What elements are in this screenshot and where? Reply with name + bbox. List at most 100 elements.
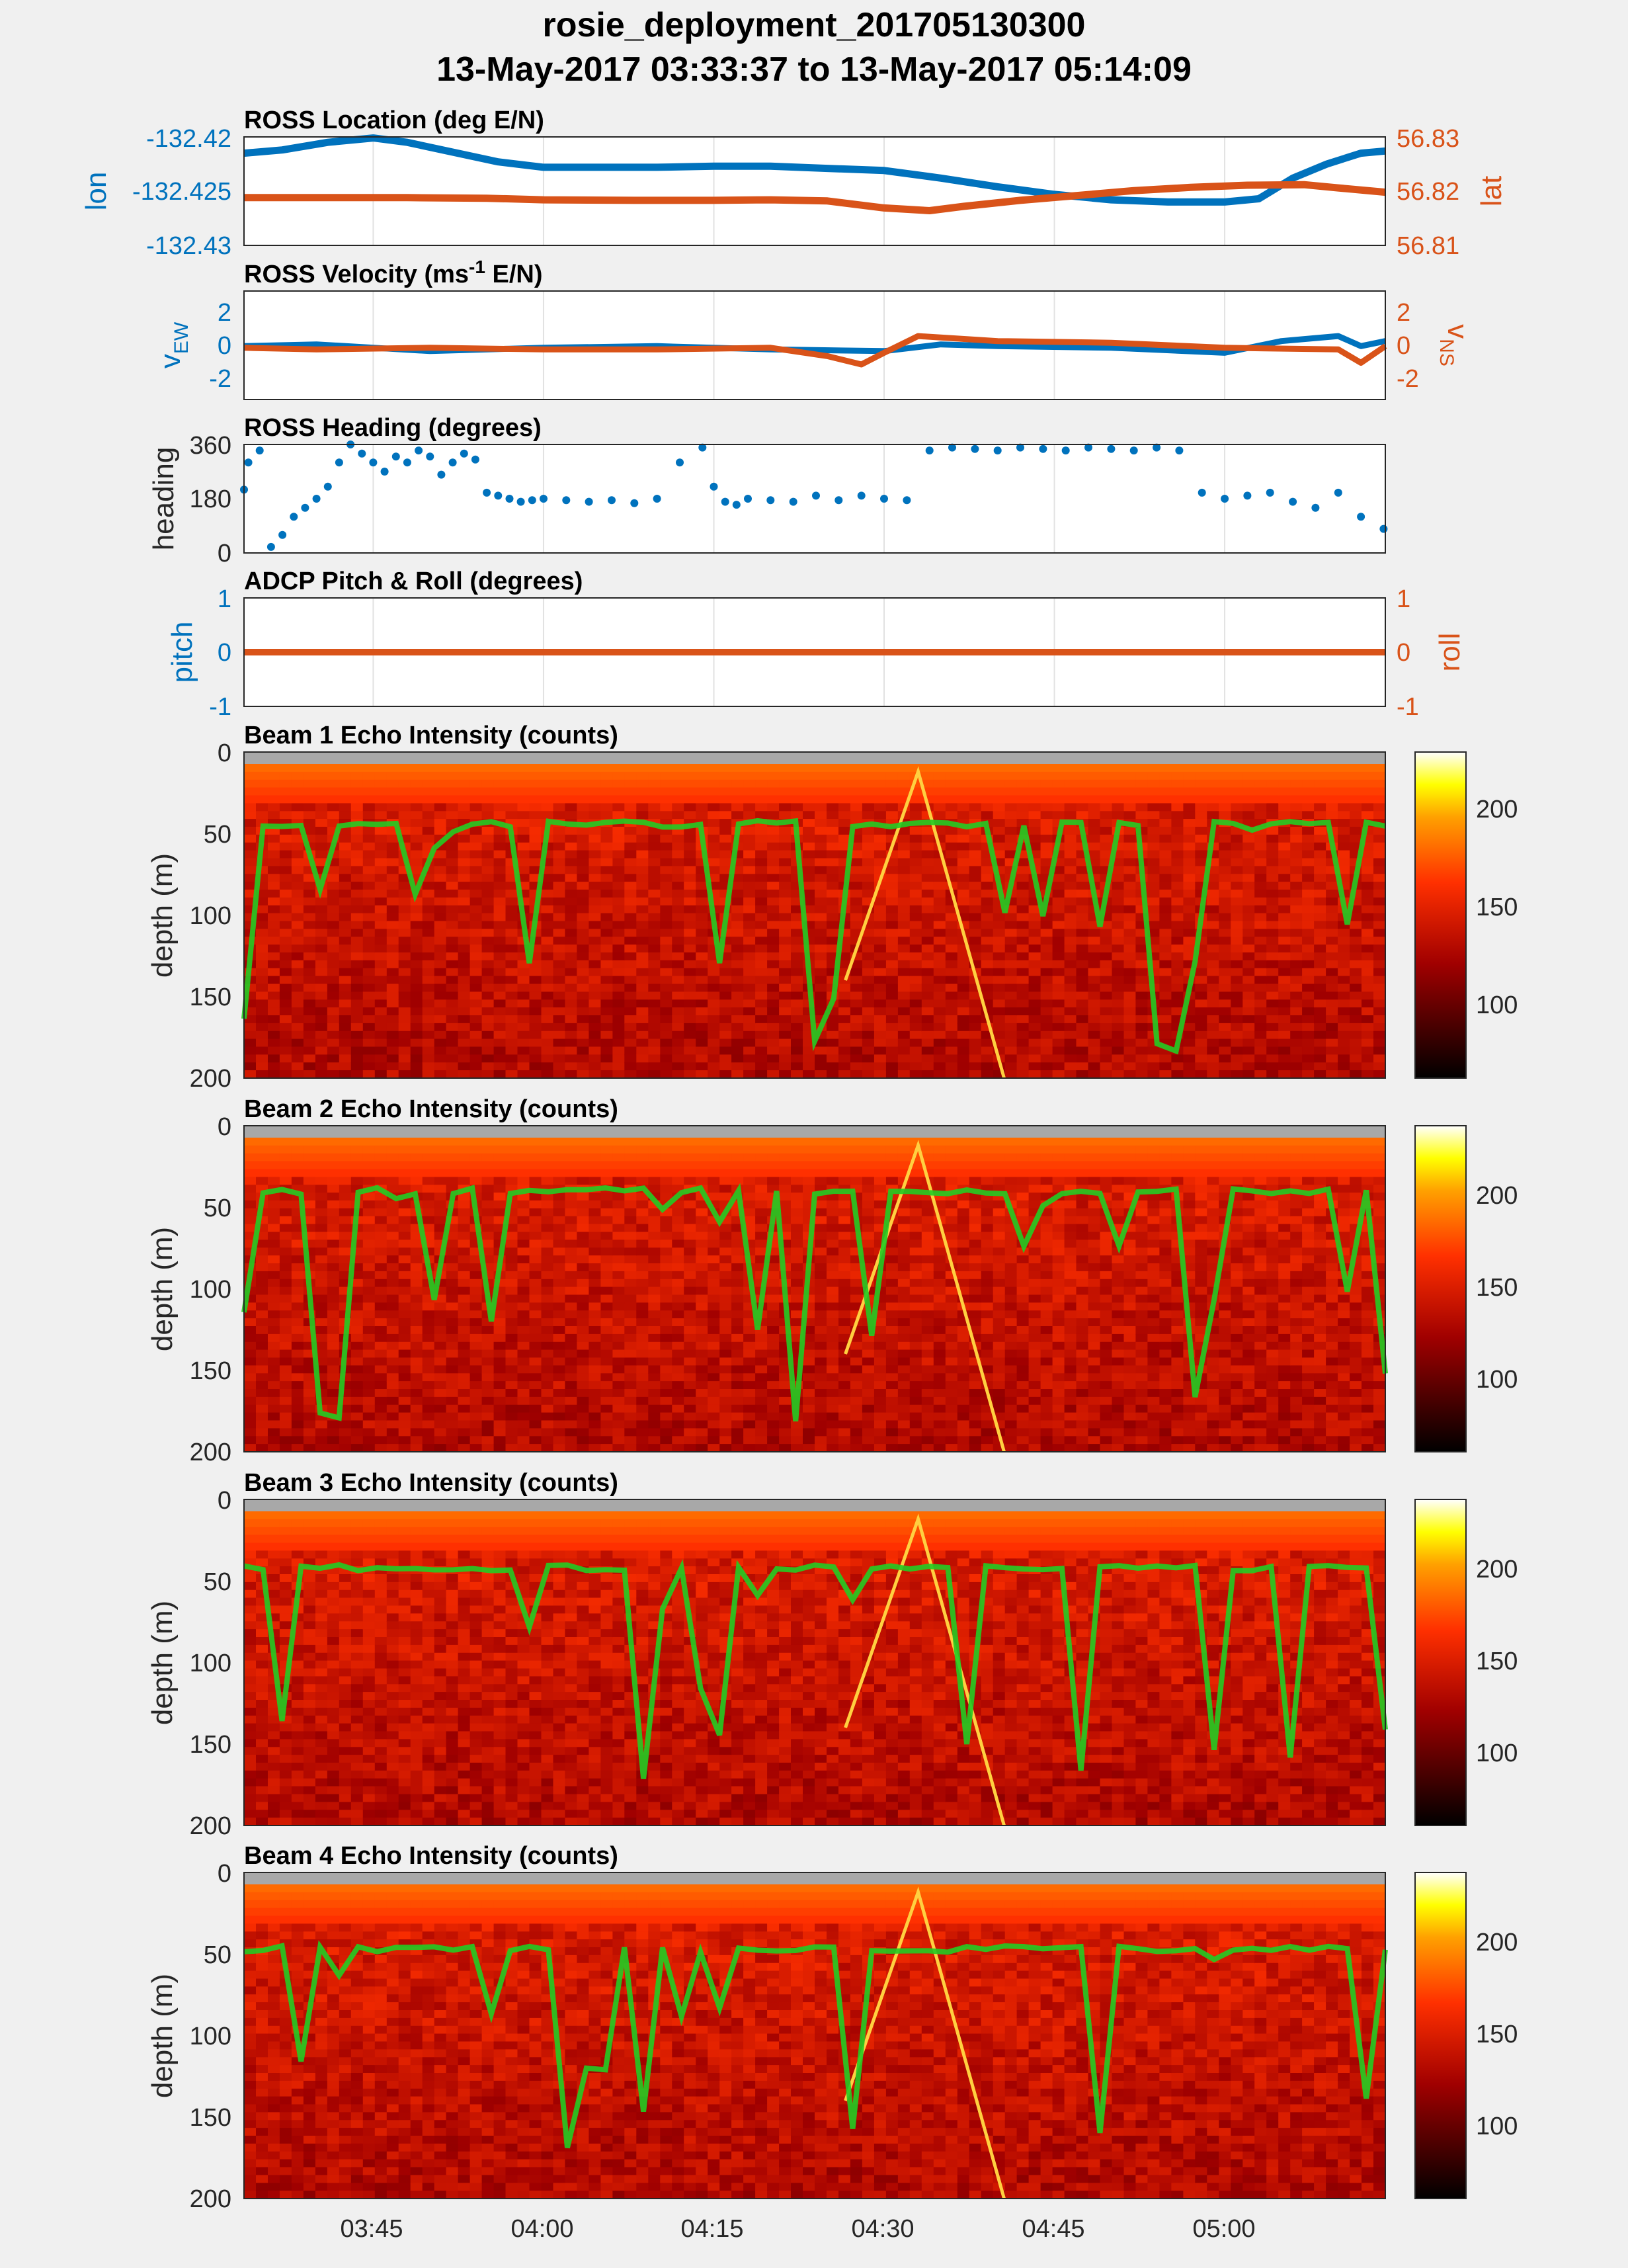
beam1-cell xyxy=(945,1062,958,1071)
beam1-cell xyxy=(327,882,340,890)
beam1-cell xyxy=(1290,787,1303,796)
beam1-cell xyxy=(1242,890,1256,898)
beam1-cell xyxy=(446,1007,459,1016)
beam2-cell xyxy=(339,1247,352,1256)
beam1-cell xyxy=(921,991,934,1001)
beam2-cell xyxy=(339,1444,352,1452)
beam1-cell xyxy=(1171,960,1184,969)
beam1-cell xyxy=(827,1070,839,1079)
beam1-cell xyxy=(850,803,863,812)
beam1-cell xyxy=(1123,890,1137,898)
beam1-cell xyxy=(600,952,614,961)
beam1-cell xyxy=(1004,937,1018,945)
beam2-cell xyxy=(505,1239,518,1249)
beam1-cell xyxy=(291,882,304,890)
heading-point xyxy=(676,458,684,467)
beam1-cell xyxy=(779,952,792,961)
beam2-cell xyxy=(291,1428,304,1437)
beam1-cell xyxy=(731,1070,744,1079)
beam1-cell xyxy=(1207,929,1220,938)
beam1-cell xyxy=(1231,991,1244,1001)
beam1-cell xyxy=(838,834,851,843)
beam1-cell xyxy=(1028,929,1041,938)
beam1-cell xyxy=(815,866,827,875)
beam2-cell xyxy=(386,1373,399,1382)
beam1-cell xyxy=(1004,1023,1018,1032)
beam1-cell xyxy=(743,913,756,922)
beam1-cbar-tick-150: 150 xyxy=(1476,894,1518,921)
beam1-cell xyxy=(897,1030,911,1040)
beam1-cell xyxy=(1231,945,1244,953)
beam1-cell xyxy=(1338,1038,1350,1048)
beam1-cell xyxy=(291,913,304,922)
beam2-cell xyxy=(350,1318,364,1327)
beam1-cell xyxy=(1004,991,1018,1001)
beam1-cell xyxy=(481,803,495,812)
beam1-cell xyxy=(1112,882,1125,890)
beam1-cell xyxy=(350,764,364,773)
beam1-cell xyxy=(1350,929,1362,938)
beam2-cell xyxy=(493,1185,507,1193)
beam1-cell xyxy=(469,952,483,961)
beam1-cell xyxy=(731,937,744,945)
beam2-cell xyxy=(458,1396,471,1406)
beam1-cell xyxy=(1123,858,1137,867)
beam1-cell xyxy=(957,952,970,961)
beam1-cell xyxy=(339,866,352,875)
beam1-cell xyxy=(350,811,364,819)
beam1-cell xyxy=(1338,795,1350,804)
beam2-cell xyxy=(493,1318,507,1327)
beam1-cell xyxy=(1064,1046,1077,1056)
beam2-cell xyxy=(469,1341,483,1351)
beam2-cell xyxy=(291,1286,304,1296)
beam1-cell xyxy=(469,937,483,945)
beam2-cell xyxy=(469,1271,483,1280)
beam1-cell xyxy=(1242,1046,1256,1056)
beam1-cell xyxy=(268,1046,280,1056)
beam1-cell xyxy=(1004,1070,1018,1079)
beam1-cell xyxy=(696,945,708,953)
beam1-cell xyxy=(850,1062,863,1071)
beam1-cell xyxy=(1064,811,1077,819)
beam1-cell xyxy=(743,1046,756,1056)
beam1-cell xyxy=(1373,905,1386,914)
beam1-cell xyxy=(672,929,685,938)
beam1-cell xyxy=(434,882,447,890)
beam1-cell xyxy=(327,1038,340,1048)
beam1-cell xyxy=(743,952,756,961)
beam1-cell xyxy=(1183,905,1196,914)
beam1-cell xyxy=(981,921,994,930)
beam2-cell xyxy=(410,1310,423,1319)
beam2-cell xyxy=(434,1444,447,1452)
beam2-cell xyxy=(374,1271,387,1280)
beam2-cell xyxy=(362,1341,376,1351)
beam1-cell xyxy=(708,1030,720,1040)
beam1-cell xyxy=(1195,984,1208,993)
beam2-cell xyxy=(350,1302,364,1312)
beam2-cell xyxy=(529,1200,542,1209)
beam1-cell xyxy=(256,1038,268,1048)
beam1-cell xyxy=(1219,850,1232,859)
beam1-cell xyxy=(446,905,459,914)
beam1-cell xyxy=(481,850,495,859)
beam1-cell xyxy=(1302,771,1315,780)
heading-point xyxy=(369,458,378,467)
beam1-cell xyxy=(1064,795,1077,804)
beam1-cell xyxy=(327,795,340,804)
beam1-cell xyxy=(1076,1015,1089,1024)
beam1-cell xyxy=(541,929,554,938)
beam1-cell xyxy=(1373,1007,1386,1016)
beam1-cell xyxy=(268,779,280,788)
beam2-cell xyxy=(315,1255,328,1264)
beam1-cell xyxy=(945,1070,958,1079)
beam1-cell xyxy=(541,1046,554,1056)
beam1-cell xyxy=(517,999,530,1008)
beam1-cell xyxy=(529,850,542,859)
beam1-cell xyxy=(672,1038,685,1048)
beam1-cell xyxy=(339,1062,352,1071)
beam1-cell xyxy=(327,890,340,898)
beam1-cell xyxy=(803,819,815,827)
beam1-cell xyxy=(446,913,459,922)
beam1-cell xyxy=(1183,811,1196,819)
beam1-cell xyxy=(791,1030,803,1040)
